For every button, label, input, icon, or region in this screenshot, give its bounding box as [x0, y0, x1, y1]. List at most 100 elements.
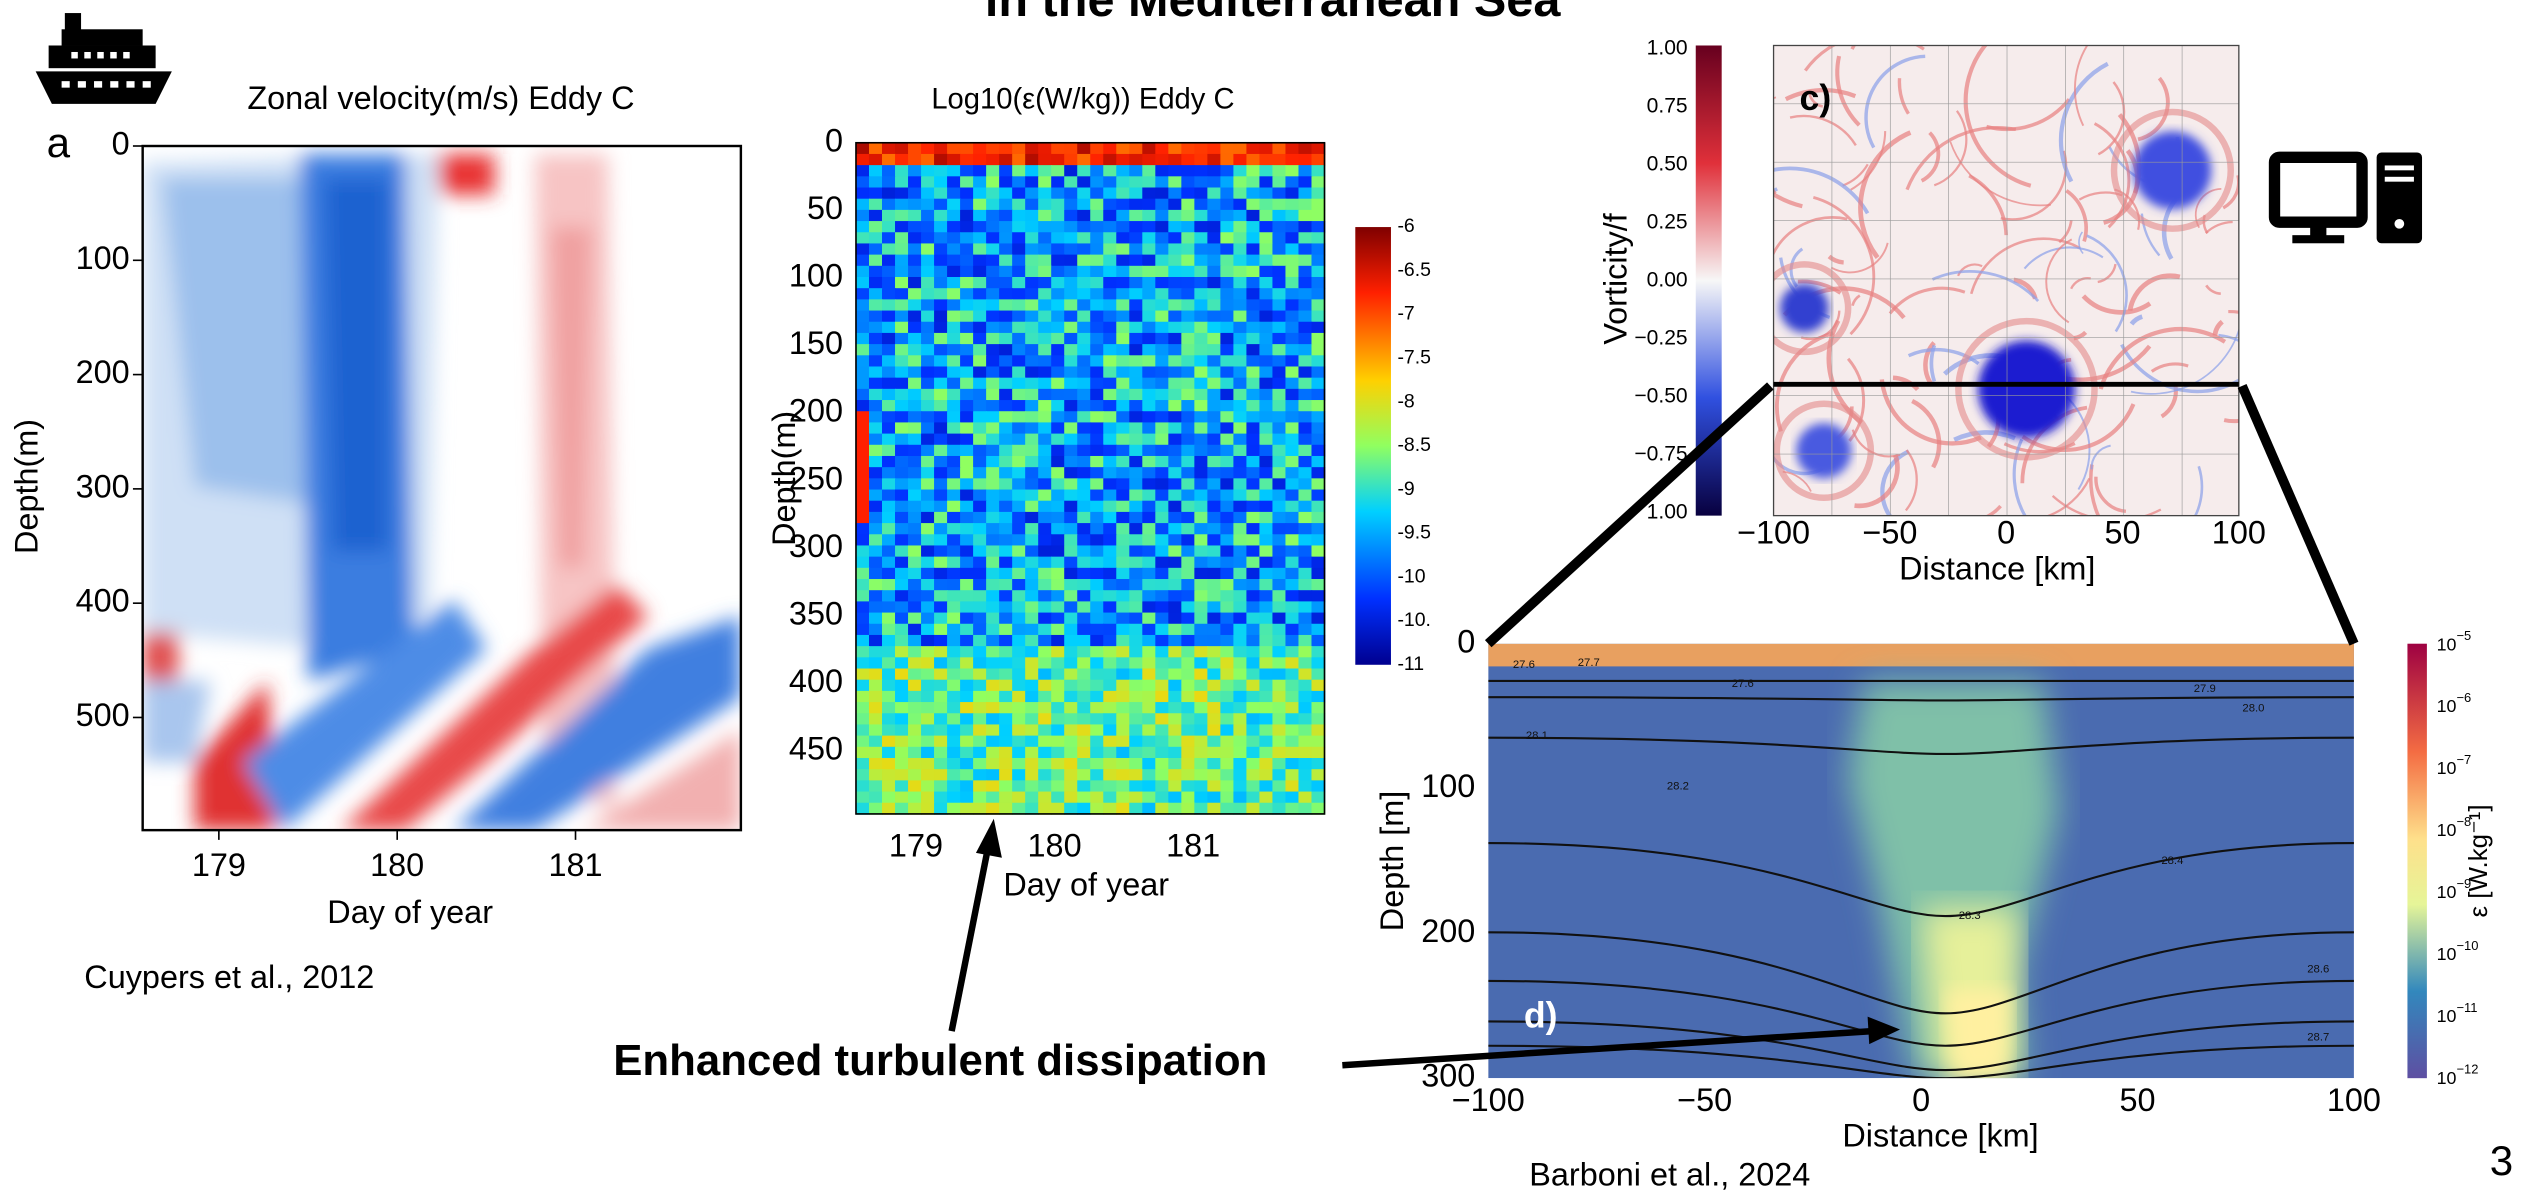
cell	[1116, 243, 1131, 256]
cell	[1025, 209, 1039, 222]
cell	[908, 769, 922, 782]
cell	[1103, 422, 1118, 435]
colorbar-tick-label: 1.00	[1647, 501, 1688, 524]
cell	[1064, 400, 1079, 413]
cell	[1025, 444, 1039, 457]
cell	[1064, 489, 1079, 502]
cell	[1155, 243, 1170, 256]
cell	[1285, 746, 1300, 759]
cell	[973, 556, 987, 569]
cell	[1298, 433, 1313, 446]
cell	[1077, 221, 1092, 234]
y-tick-label: 450	[789, 731, 843, 767]
colorbar-tick-label: −0.25	[1634, 326, 1687, 349]
cell	[855, 299, 870, 312]
cell	[1116, 791, 1131, 804]
cell	[908, 601, 922, 614]
cell	[1064, 668, 1079, 681]
cell	[1103, 254, 1118, 267]
cell	[1064, 523, 1079, 536]
cell	[973, 355, 987, 368]
swirl	[1879, 379, 1982, 446]
cell	[1142, 276, 1157, 289]
cell	[1298, 444, 1313, 457]
cell	[1129, 388, 1144, 401]
cell	[986, 344, 1000, 357]
cell	[999, 702, 1013, 715]
swirl	[1782, 470, 1812, 492]
cell	[1090, 355, 1105, 368]
cell	[1233, 467, 1248, 480]
cell	[1129, 646, 1144, 659]
cell	[1103, 534, 1118, 547]
cell	[1194, 646, 1209, 659]
y-axis-label: Depth [m]	[1374, 791, 1410, 931]
cell	[868, 556, 883, 569]
cell	[1025, 735, 1039, 748]
cell	[986, 254, 1000, 267]
cell	[986, 534, 1000, 547]
cell	[1168, 276, 1183, 289]
cell	[1298, 500, 1313, 513]
cell	[1298, 590, 1313, 603]
cell	[1025, 221, 1039, 234]
cell	[1025, 634, 1039, 647]
cell	[999, 634, 1013, 647]
cell	[1220, 746, 1235, 759]
cell	[921, 612, 935, 625]
cell	[1064, 757, 1079, 770]
cell	[1259, 612, 1274, 625]
cell	[1142, 623, 1157, 636]
cell	[1259, 657, 1274, 670]
cell	[1012, 668, 1026, 681]
cell	[1233, 377, 1248, 390]
cell	[1207, 332, 1222, 345]
cell	[934, 422, 948, 435]
cell	[986, 545, 1000, 558]
cell	[1181, 567, 1196, 580]
panel-a-heatmap	[142, 146, 741, 831]
colorbar	[2407, 643, 2427, 1079]
cell	[1207, 646, 1222, 659]
cell	[1311, 567, 1326, 580]
cell	[1181, 299, 1196, 312]
colorbar-tick-label: 10−7	[2437, 752, 2472, 777]
cell	[960, 757, 974, 770]
swirl	[1933, 110, 1968, 187]
cell	[1025, 455, 1039, 468]
colorbar-tick-label: -8	[1397, 390, 1414, 412]
cell	[908, 467, 922, 480]
cell	[947, 411, 961, 424]
swirl	[1957, 263, 1983, 277]
cell	[1168, 724, 1183, 737]
cell	[921, 377, 935, 390]
cell	[960, 467, 974, 480]
cell	[1116, 400, 1131, 413]
cell	[934, 332, 948, 345]
cell	[1181, 422, 1196, 435]
cell	[1259, 489, 1274, 502]
cell	[1181, 623, 1196, 636]
panel-title: Zonal velocity(m/s) Eddy C	[247, 80, 634, 116]
cell	[1038, 646, 1053, 659]
cell	[908, 489, 922, 502]
cell	[1246, 713, 1261, 726]
blob	[324, 178, 390, 552]
cell	[973, 769, 987, 782]
cell	[1038, 746, 1053, 759]
contour	[1488, 979, 2354, 1047]
cell	[1051, 187, 1066, 200]
cell	[1116, 444, 1131, 457]
cell	[1064, 646, 1079, 659]
cell	[1259, 746, 1274, 759]
cell	[1181, 646, 1196, 659]
cell	[1259, 724, 1274, 737]
cell	[947, 198, 961, 211]
cell	[1090, 243, 1105, 256]
cell	[934, 556, 948, 569]
cell	[1259, 579, 1274, 592]
cell	[1012, 623, 1026, 636]
swirl	[2094, 476, 2127, 514]
cell	[1181, 332, 1196, 345]
